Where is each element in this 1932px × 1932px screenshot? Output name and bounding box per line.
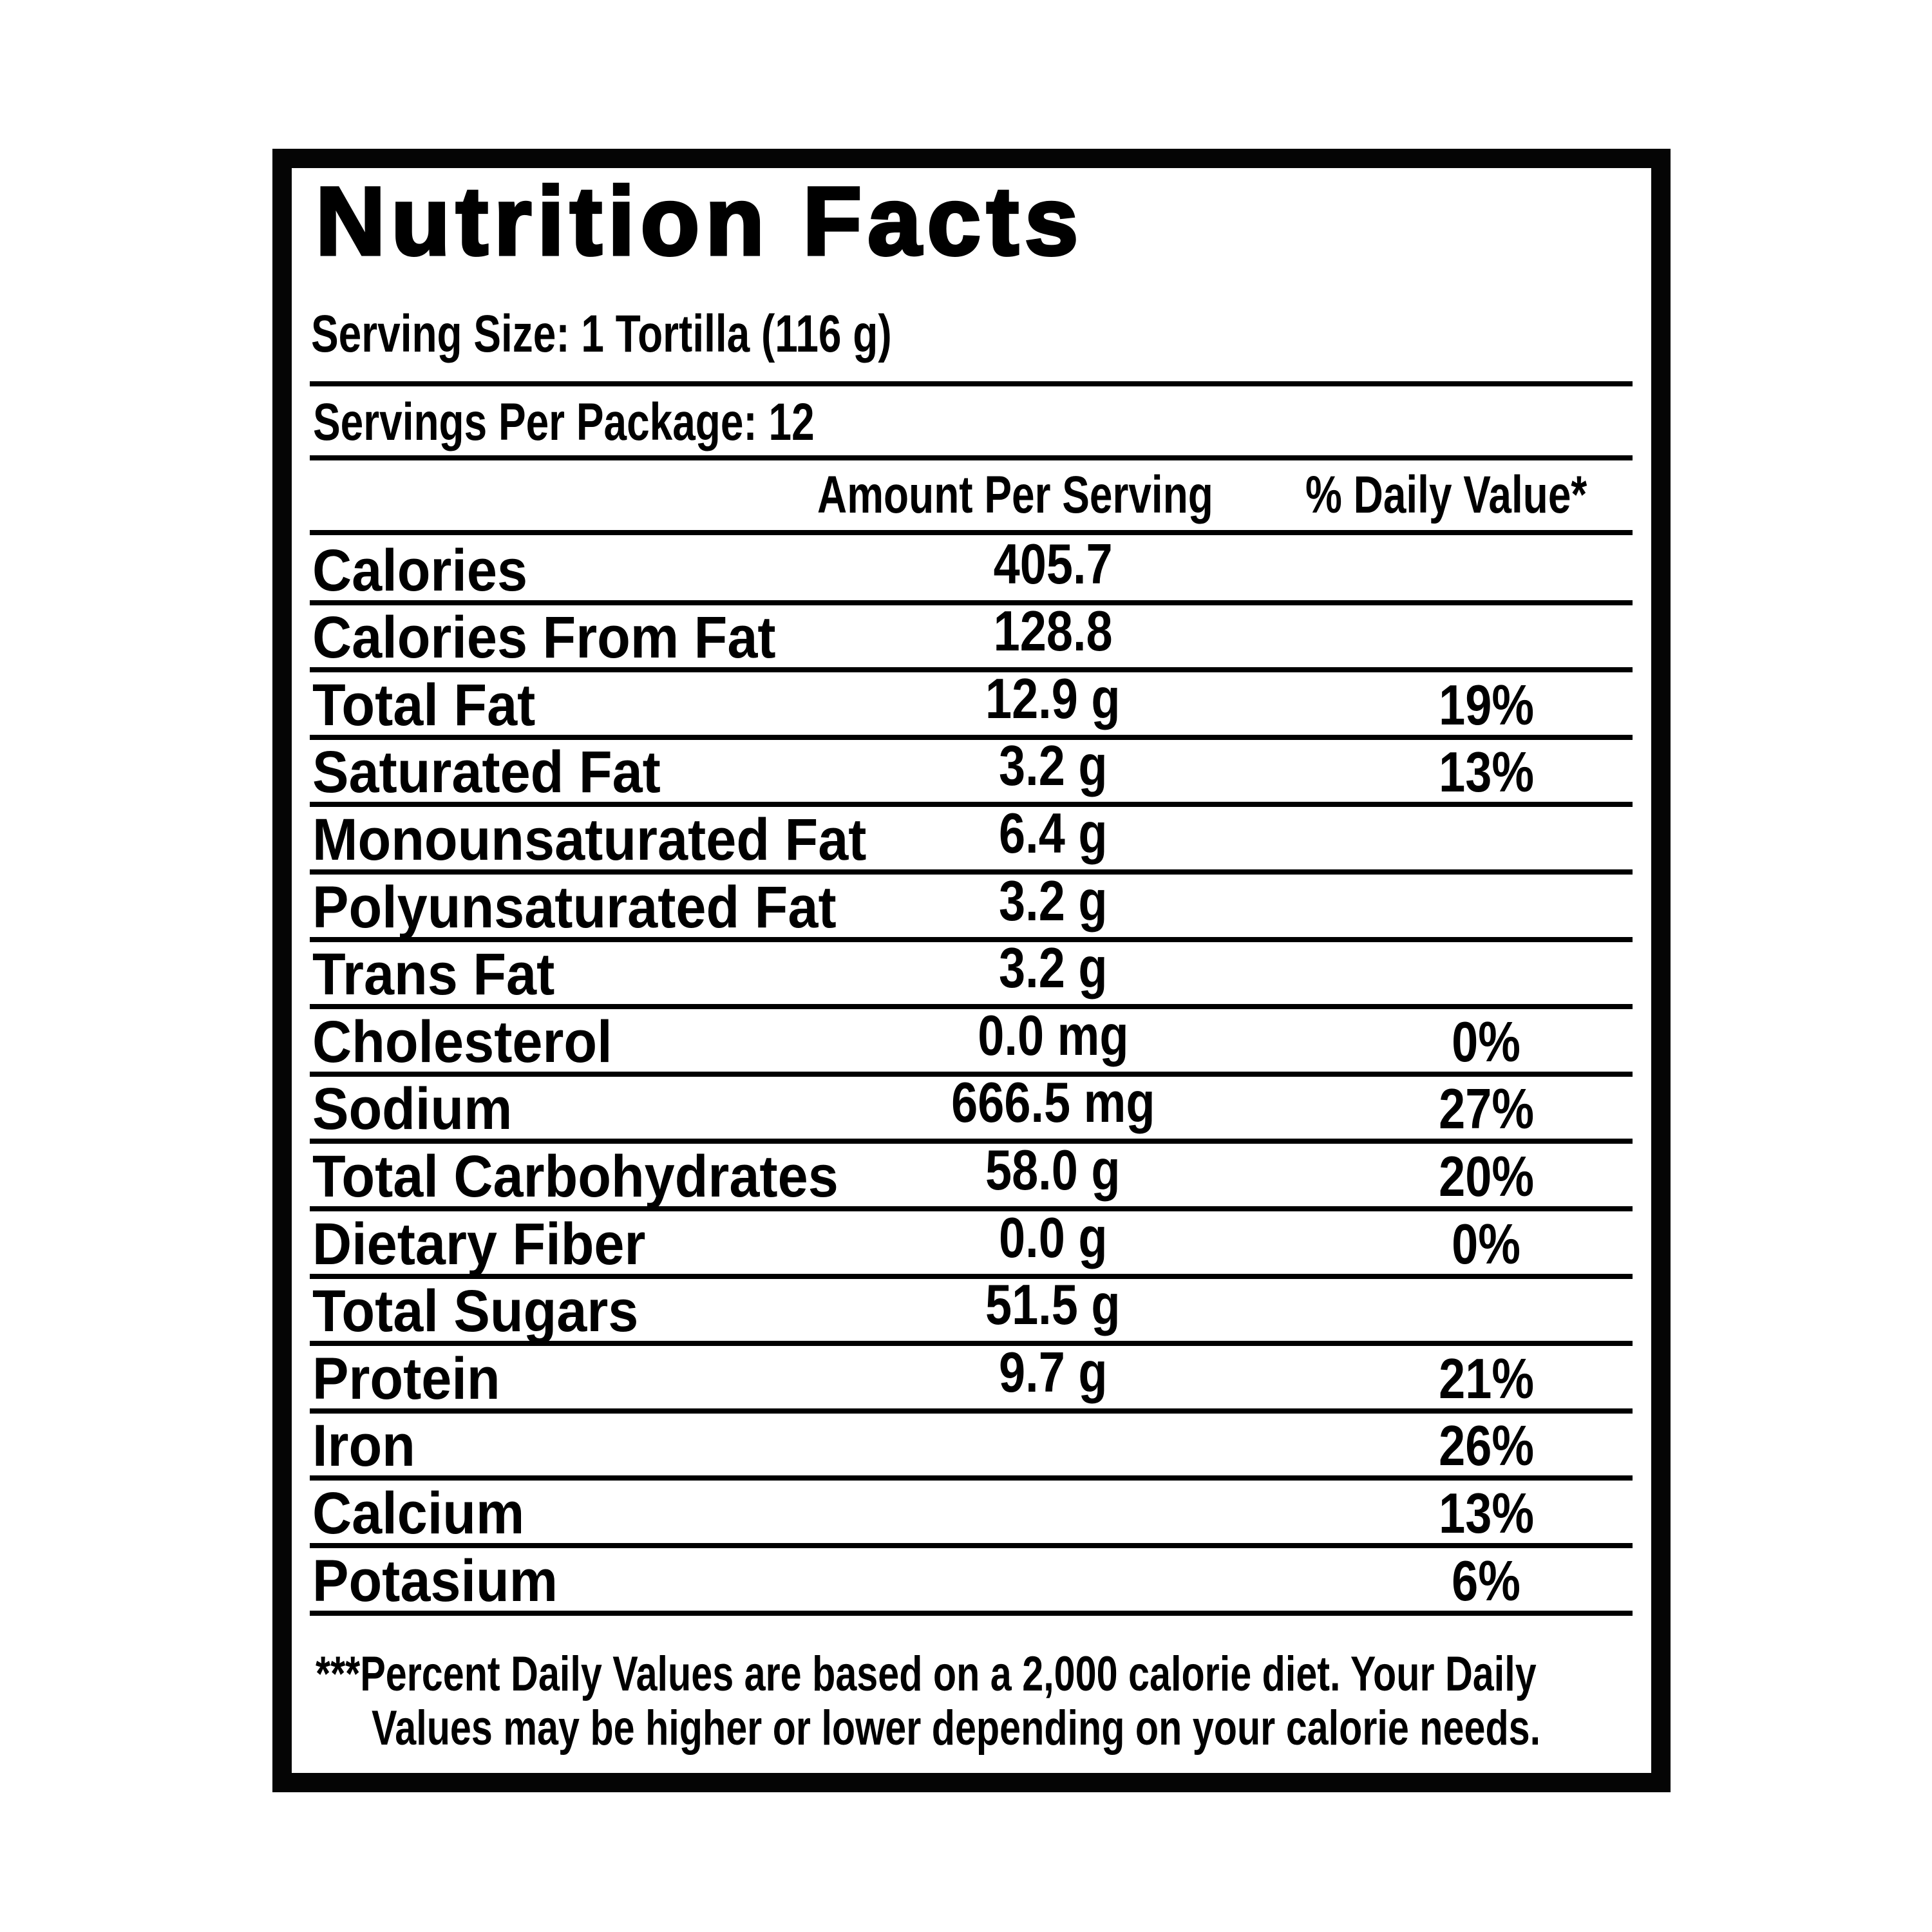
nutrient-label: Calcium xyxy=(312,1484,543,1543)
nutrient-label-text: Calories From Fat xyxy=(312,605,776,671)
serving-size: Serving Size: 1 Tortilla (116 g) xyxy=(311,308,1056,361)
nutrient-daily-value-text: 26% xyxy=(1439,1414,1534,1478)
nutrient-row: Calcium 13% xyxy=(310,1481,1633,1548)
nutrient-label-text: Total Carbohydrates xyxy=(312,1143,838,1209)
nutrient-label-text: Sodium xyxy=(312,1076,513,1142)
nutrient-amount-text: 0.0 g xyxy=(998,1205,1108,1269)
nutrient-amount-text: 128.8 xyxy=(993,599,1113,663)
nutrient-amount-text: 51.5 g xyxy=(985,1273,1121,1337)
daily-value-column-header: % Daily Value* xyxy=(1305,469,1667,522)
nutrient-label-text: Total Sugars xyxy=(312,1278,639,1345)
nutrient-label-text: Total Fat xyxy=(312,672,536,738)
nutrient-label: Trans Fat xyxy=(312,945,576,1004)
nutrient-label: Total Fat xyxy=(312,676,555,735)
nutrient-daily-value-text: 19% xyxy=(1439,672,1534,737)
nutrient-label: Calories xyxy=(312,541,546,600)
nutrient-daily-value-text: 27% xyxy=(1439,1077,1534,1141)
footnote-line-2-text: Values may be higher or lower depending … xyxy=(372,1701,1541,1756)
nutrient-row: Total Carbohydrates 58.0 g 20% xyxy=(310,1137,1633,1211)
nutrient-row: Monounsaturated Fat 6.4 g xyxy=(310,800,1633,875)
nutrient-label: Total Sugars xyxy=(312,1282,667,1341)
nutrient-amount-text: 405.7 xyxy=(993,531,1113,596)
nutrient-label: Iron xyxy=(312,1416,424,1475)
nutrient-row: Iron 26% xyxy=(310,1414,1633,1481)
nutrient-amount-text: 0.0 mg xyxy=(977,1003,1129,1067)
nutrient-label: Total Carbohydrates xyxy=(312,1147,884,1206)
nutrient-amount-text: 3.2 g xyxy=(998,868,1108,933)
nutrient-label: Protein xyxy=(312,1349,516,1408)
nutrient-table: Calories 405.7 Calories From Fat 128.8 Total… xyxy=(310,531,1633,1616)
nutrient-label-text: Monounsaturated Fat xyxy=(312,806,867,873)
nutrient-amount-text: 12.9 g xyxy=(985,666,1121,730)
nutrient-daily-value-text: 21% xyxy=(1439,1346,1534,1410)
servings-per-package: Servings Per Package: 12 xyxy=(313,396,956,449)
footnote-line-1-text: ***Percent Daily Values are based on a 2… xyxy=(316,1647,1537,1701)
nutrient-amount-text: 3.2 g xyxy=(998,936,1108,1000)
nutrient-label-text: Dietary Fiber xyxy=(312,1211,646,1277)
nutrient-row: Potasium 6% xyxy=(310,1548,1633,1616)
nutrient-label: Sodium xyxy=(312,1079,529,1139)
nutrient-label-text: Potasium xyxy=(312,1548,558,1614)
nutrient-row: Calories 405.7 xyxy=(310,531,1633,605)
nutrient-row: Calories From Fat 128.8 xyxy=(310,599,1633,673)
nutrient-amount-text: 3.2 g xyxy=(998,734,1108,798)
nutrient-label: Dietary Fiber xyxy=(312,1215,674,1274)
nutrient-label: Monounsaturated Fat xyxy=(312,810,914,869)
nutrient-label: Potasium xyxy=(312,1551,579,1611)
nutrient-row: Total Sugars 51.5 g xyxy=(310,1273,1633,1347)
nutrient-daily-value-text: 13% xyxy=(1439,1481,1534,1545)
divider xyxy=(310,530,1633,535)
nutrient-daily-value-text: 0% xyxy=(1452,1211,1521,1276)
nutrient-amount-text: 6.4 g xyxy=(998,800,1108,865)
label-title: Nutrition Facts xyxy=(314,167,1084,275)
nutrient-label-text: Calories xyxy=(312,537,528,603)
nutrient-row: Cholesterol 0.0 mg 0% xyxy=(310,1003,1633,1077)
nutrient-daily-value-text: 13% xyxy=(1439,740,1534,804)
nutrient-label: Cholesterol xyxy=(312,1012,638,1072)
nutrient-amount-text: 58.0 g xyxy=(985,1137,1121,1202)
footnote-line-1: ***Percent Daily Values are based on a 2… xyxy=(316,1650,1880,1699)
nutrient-amount-text: 666.5 mg xyxy=(951,1070,1155,1135)
nutrient-label-text: Cholesterol xyxy=(312,1009,612,1075)
nutrient-label-text: Saturated Fat xyxy=(312,739,661,806)
nutrient-row: Saturated Fat 3.2 g 13% xyxy=(310,734,1633,808)
nutrient-daily-value-text: 6% xyxy=(1452,1548,1521,1613)
divider xyxy=(310,381,1633,386)
daily-value-column-header-text: % Daily Value* xyxy=(1305,466,1587,524)
nutrient-amount-text: 9.7 g xyxy=(998,1340,1108,1404)
footnote-line-2: Values may be higher or lower depending … xyxy=(372,1704,1870,1753)
nutrient-label: Polyunsaturated Fat xyxy=(312,878,882,937)
nutrient-label-text: Iron xyxy=(312,1413,415,1479)
nutrient-label-text: Protein xyxy=(312,1345,500,1412)
nutrient-daily-value-text: 20% xyxy=(1439,1144,1534,1208)
nutrient-daily-value-text: 0% xyxy=(1452,1009,1521,1074)
nutrient-label: Saturated Fat xyxy=(312,743,691,802)
nutrient-row: Dietary Fiber 0.0 g 0% xyxy=(310,1205,1633,1279)
nutrient-row: Protein 9.7 g 21% xyxy=(310,1340,1633,1414)
nutrient-label-text: Polyunsaturated Fat xyxy=(312,874,837,940)
serving-size-text: Serving Size: 1 Tortilla (116 g) xyxy=(311,305,892,363)
amount-column-header: Amount Per Serving xyxy=(817,469,1325,522)
nutrient-row: Trans Fat 3.2 g xyxy=(310,936,1633,1010)
nutrient-row: Total Fat 12.9 g 19% xyxy=(310,666,1633,740)
nutrient-row: Polyunsaturated Fat 3.2 g xyxy=(310,868,1633,942)
divider xyxy=(310,455,1633,460)
nutrient-label-text: Calcium xyxy=(312,1480,525,1546)
nutrient-row: Sodium 666.5 mg 27% xyxy=(310,1070,1633,1144)
nutrition-label-frame xyxy=(272,149,1671,1792)
nutrient-label-text: Trans Fat xyxy=(312,942,555,1008)
nutrient-label: Calories From Fat xyxy=(312,608,816,667)
amount-column-header-text: Amount Per Serving xyxy=(817,466,1213,524)
servings-per-package-text: Servings Per Package: 12 xyxy=(313,393,815,451)
